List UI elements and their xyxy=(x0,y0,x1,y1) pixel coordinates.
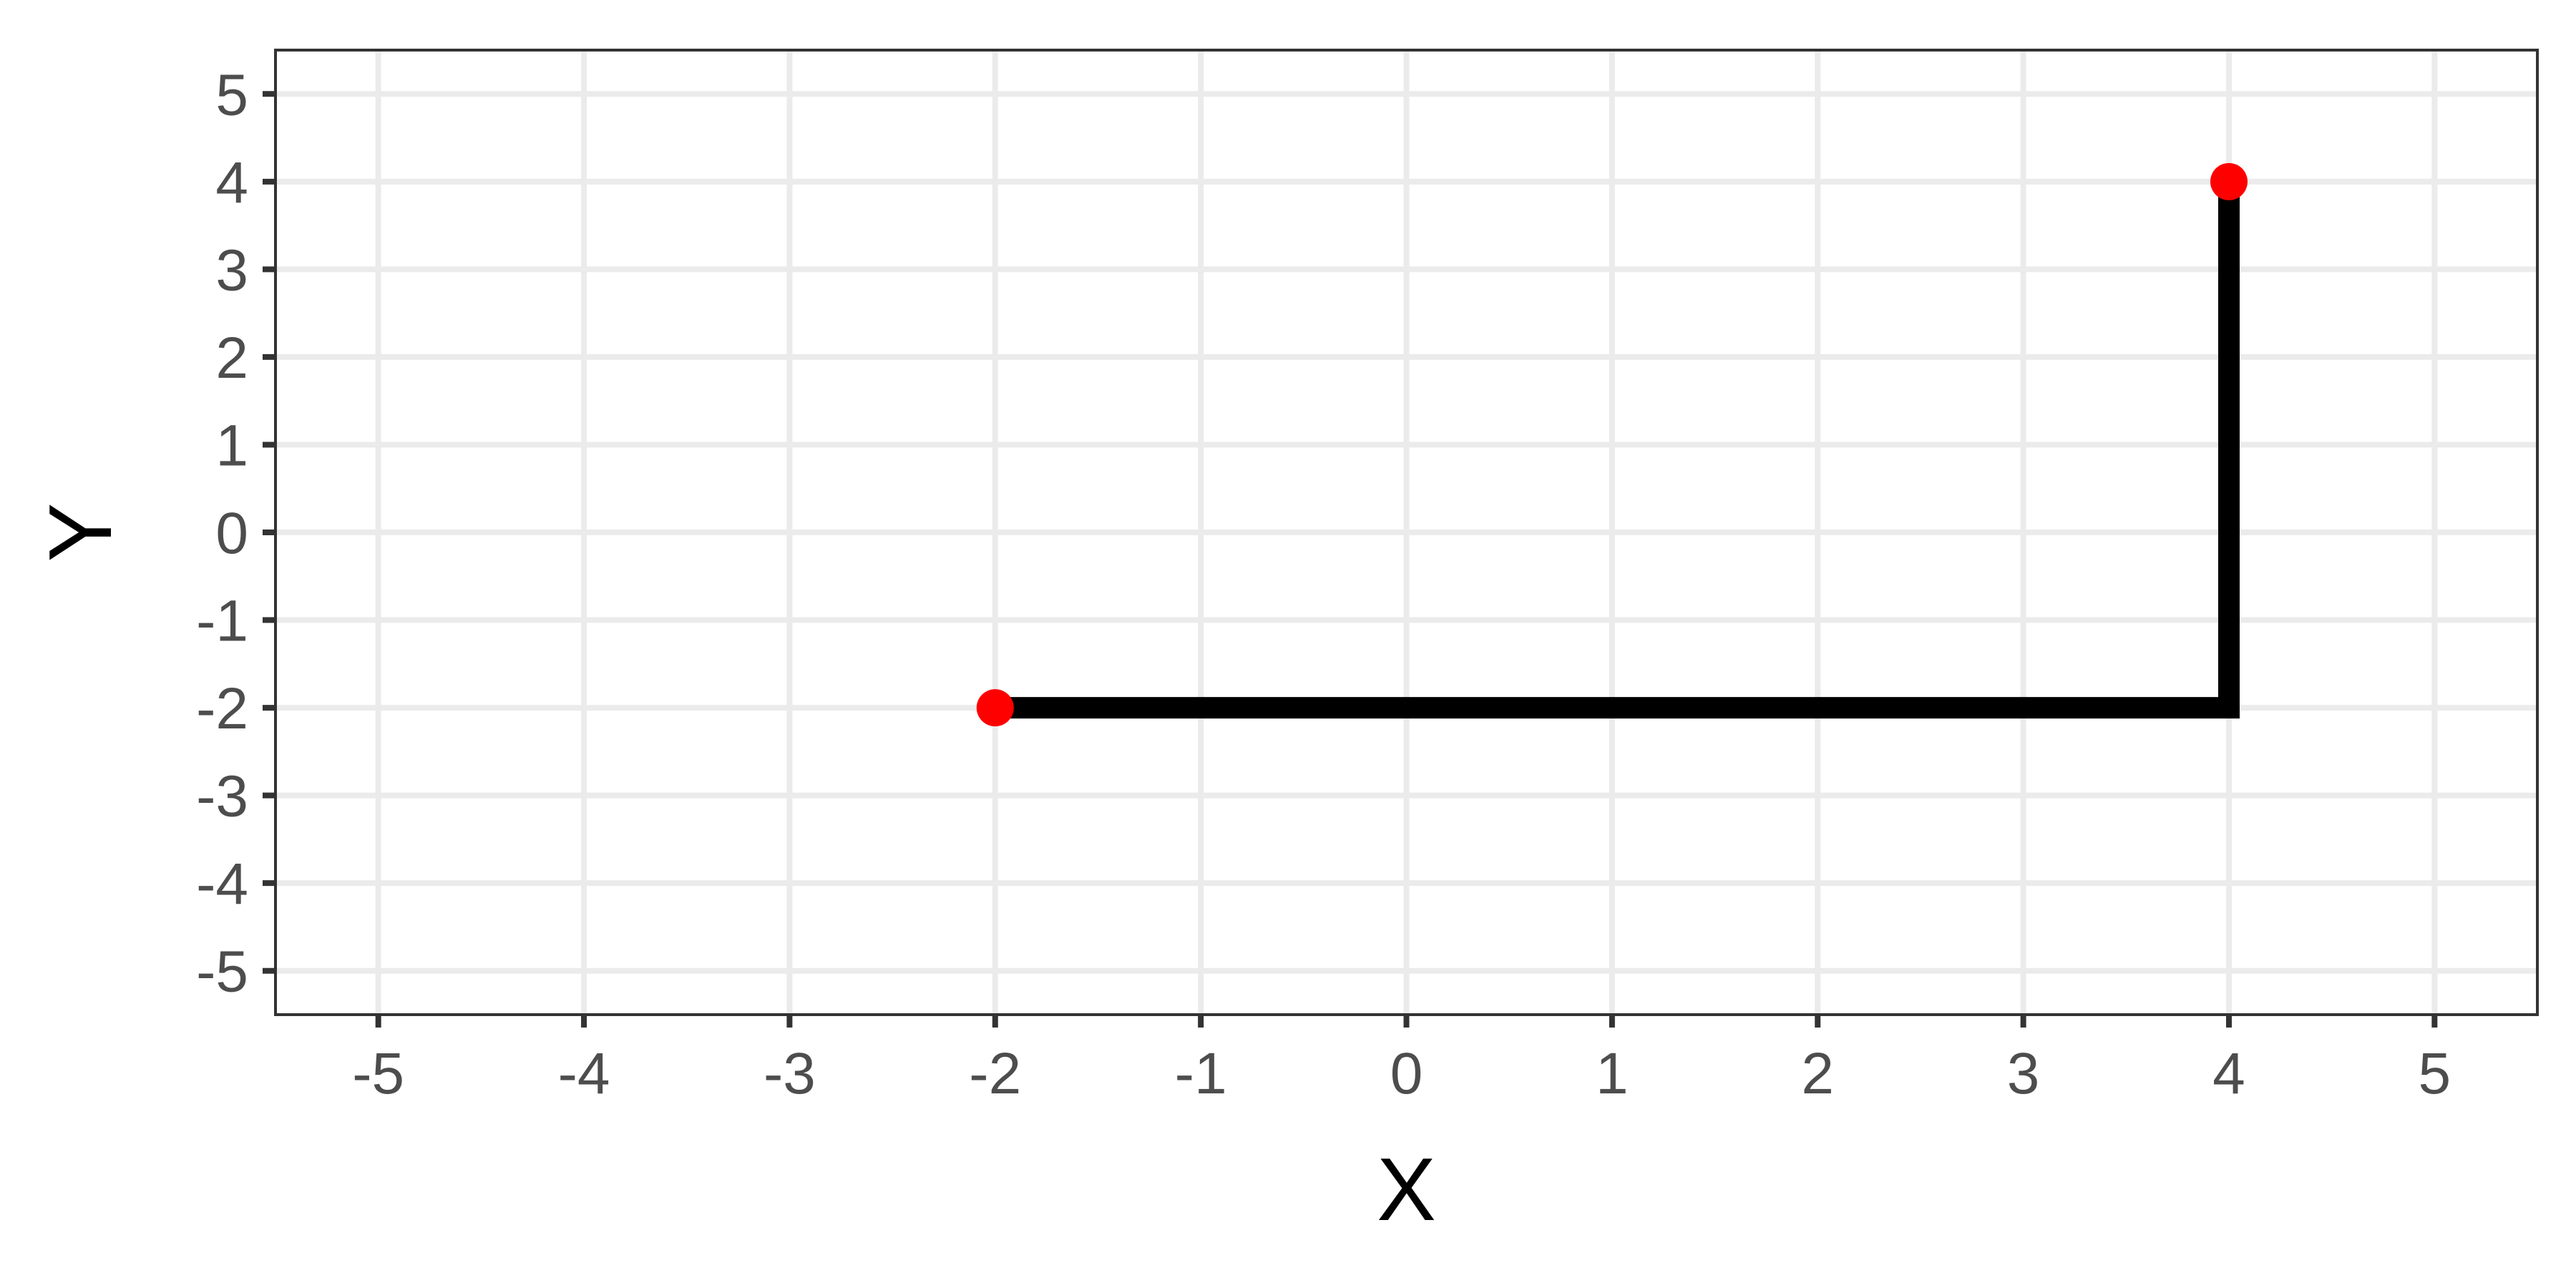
x-tick-label: -2 xyxy=(969,1041,1021,1106)
x-tick-label: 2 xyxy=(1801,1041,1834,1106)
x-tick-label: -4 xyxy=(558,1041,610,1106)
y-tick-label: 4 xyxy=(215,150,248,215)
x-tick-label: 5 xyxy=(2419,1041,2451,1106)
y-tick-label: -5 xyxy=(196,940,248,1005)
y-tick-label: 5 xyxy=(215,62,248,127)
data-point xyxy=(976,689,1014,727)
y-tick-label: 3 xyxy=(215,238,248,303)
x-tick-label: 0 xyxy=(1390,1041,1423,1106)
x-tick-label: 4 xyxy=(2212,1041,2245,1106)
y-tick-label: -2 xyxy=(196,676,248,741)
y-tick-label: 2 xyxy=(215,326,248,391)
x-tick-label: -5 xyxy=(352,1041,404,1106)
x-axis-title: X xyxy=(1377,1141,1436,1239)
y-tick-label: 0 xyxy=(215,501,248,566)
x-tick-label: -3 xyxy=(763,1041,816,1106)
x-tick-label: -1 xyxy=(1175,1041,1227,1106)
y-tick-label: 1 xyxy=(215,413,248,478)
data-point xyxy=(2210,162,2248,200)
data-series xyxy=(976,162,2248,727)
x-tick-label: 3 xyxy=(2007,1041,2040,1106)
y-axis-title: Y xyxy=(31,503,130,562)
y-tick-label: -1 xyxy=(196,589,248,654)
path-line xyxy=(995,181,2240,719)
y-tick-label: -4 xyxy=(196,852,248,917)
y-tick-label: -3 xyxy=(196,764,248,829)
axis-ticks: -5 -4 -3 -2 -1 0 1 2 3 4 5 -5 -4 -3 -2 -1 0 1 2 3 4 5 xyxy=(196,62,2451,1106)
x-tick-label: 1 xyxy=(1596,1041,1629,1106)
